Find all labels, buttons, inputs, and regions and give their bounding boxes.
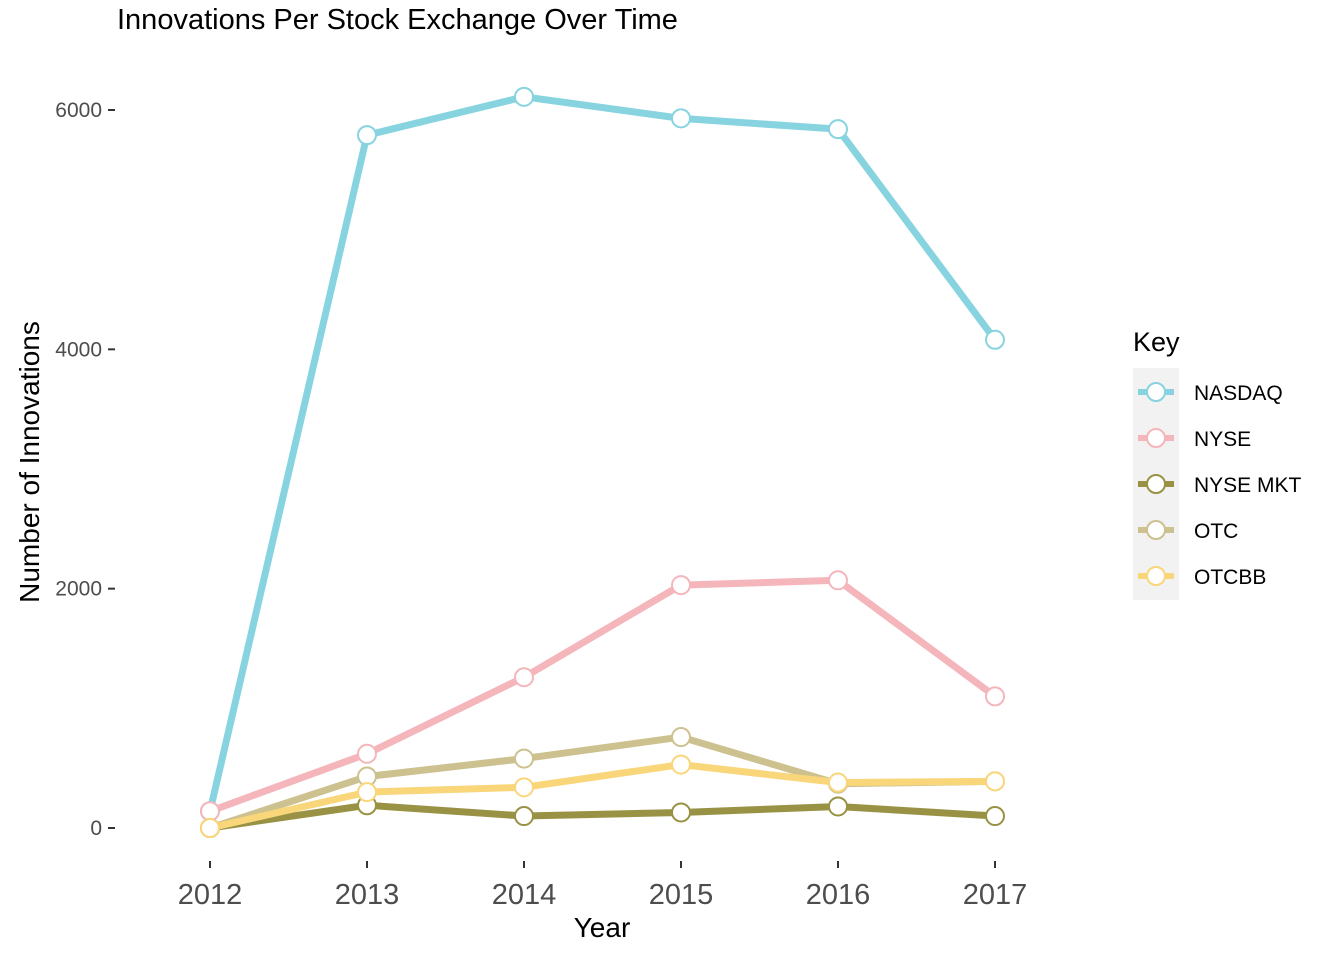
plot-points bbox=[200, 86, 1005, 838]
y-axis-title: Number of Innovations bbox=[14, 321, 45, 603]
x-tick-label: 2015 bbox=[649, 879, 714, 911]
x-tick-label: 2017 bbox=[963, 879, 1028, 911]
legend-item-nyse-mkt: NYSE MKT bbox=[1138, 474, 1302, 497]
legend-swatch-point bbox=[1146, 474, 1166, 494]
data-point-nasdaq bbox=[514, 86, 534, 107]
data-point-otcbb bbox=[828, 772, 848, 793]
data-point-otcbb bbox=[357, 782, 377, 803]
legend-item-otcbb: OTCBB bbox=[1138, 566, 1266, 589]
data-point-nyse-mkt bbox=[671, 802, 691, 823]
legend-label: NYSE bbox=[1194, 428, 1251, 451]
legend-label: OTC bbox=[1194, 520, 1238, 543]
series-line-nyse bbox=[208, 576, 998, 815]
legend-label: OTCBB bbox=[1194, 566, 1266, 589]
legend-item-otc: OTC bbox=[1138, 520, 1238, 543]
data-point-otc bbox=[671, 727, 691, 748]
data-point-nyse bbox=[200, 801, 220, 822]
y-axis: 0 2000 4000 6000 bbox=[55, 99, 115, 840]
data-point-otcbb bbox=[514, 777, 534, 798]
data-point-nasdaq bbox=[828, 119, 848, 140]
legend-item-nyse: NYSE bbox=[1138, 428, 1251, 451]
plot-lines bbox=[206, 93, 998, 832]
data-point-otcbb bbox=[200, 818, 220, 838]
chart-title: Innovations Per Stock Exchange Over Time bbox=[117, 4, 678, 36]
y-tick-label: 0 bbox=[90, 817, 102, 840]
data-point-otcbb bbox=[985, 771, 1005, 792]
x-tick-label: 2016 bbox=[806, 879, 871, 911]
series-line-nyse-mkt bbox=[209, 801, 996, 832]
legend-swatch-point bbox=[1146, 382, 1166, 402]
data-point-nyse-mkt bbox=[514, 806, 534, 827]
legend-label: NASDAQ bbox=[1194, 382, 1283, 405]
data-point-nyse-mkt bbox=[985, 806, 1005, 827]
x-axis: 2012 2013 2014 2015 2016 2017 bbox=[178, 861, 1028, 911]
data-point-nyse bbox=[357, 743, 377, 764]
legend-swatch-point bbox=[1146, 566, 1166, 586]
y-tick-label: 4000 bbox=[55, 338, 102, 361]
legend-item-nasdaq: NASDAQ bbox=[1138, 382, 1283, 405]
x-tick-label: 2013 bbox=[335, 879, 400, 911]
legend-swatch-point bbox=[1146, 520, 1166, 540]
series-line-otcbb bbox=[209, 761, 996, 832]
legend-label: NYSE MKT bbox=[1194, 474, 1302, 497]
x-axis-title: Year bbox=[574, 912, 631, 943]
legend: Key NASDAQ NYSE NYSE MKT OTC OTCBB bbox=[1133, 327, 1302, 600]
data-point-nasdaq bbox=[985, 329, 1005, 350]
data-point-nasdaq bbox=[671, 108, 691, 129]
data-point-nasdaq bbox=[357, 125, 377, 146]
x-tick-label: 2012 bbox=[178, 879, 243, 911]
data-point-nyse bbox=[671, 575, 691, 596]
data-point-otc bbox=[514, 748, 534, 769]
x-tick-label: 2014 bbox=[492, 879, 557, 911]
legend-title: Key bbox=[1133, 327, 1180, 357]
data-point-nyse bbox=[514, 667, 534, 688]
data-point-otcbb bbox=[671, 754, 691, 775]
legend-swatch-point bbox=[1146, 428, 1166, 448]
data-point-nyse bbox=[828, 570, 848, 591]
y-tick-label: 2000 bbox=[55, 578, 102, 601]
y-tick-label: 6000 bbox=[55, 99, 102, 122]
series-line-nasdaq bbox=[206, 93, 998, 813]
data-point-nyse bbox=[985, 686, 1005, 707]
data-point-nyse-mkt bbox=[828, 796, 848, 817]
